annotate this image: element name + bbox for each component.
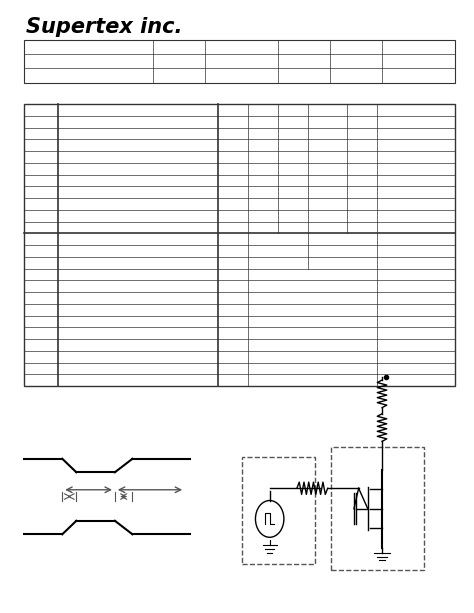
Bar <box>330 447 424 570</box>
Text: Supertex inc.: Supertex inc. <box>26 17 182 37</box>
Bar <box>24 104 455 386</box>
Bar <box>24 40 455 83</box>
Bar <box>242 457 315 564</box>
